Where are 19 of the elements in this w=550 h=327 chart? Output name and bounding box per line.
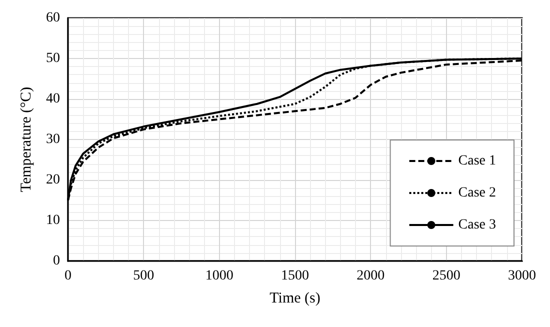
legend-label: Case 3 — [458, 218, 496, 232]
y-tick-label: 10 — [46, 213, 60, 228]
y-axis-title: Temperature (°C) — [18, 86, 34, 192]
x-tick-label: 2500 — [432, 268, 460, 284]
y-tick-label: 40 — [46, 92, 60, 106]
y-tick-label: 30 — [46, 132, 60, 147]
legend-label: Case 2 — [458, 186, 496, 200]
legend-label: Case 1 — [458, 154, 496, 168]
x-tick-label: 0 — [64, 268, 72, 284]
y-tick-label: 50 — [46, 51, 60, 66]
x-tick-label: 1500 — [281, 268, 309, 284]
y-tick-label: 60 — [46, 10, 60, 26]
x-tick-label: 2000 — [356, 268, 385, 284]
y-tick-label: 20 — [46, 172, 60, 188]
x-tick-label: 500 — [133, 268, 154, 284]
x-tick-label: 1000 — [205, 268, 234, 284]
x-tick-label: 3000 — [508, 268, 536, 284]
y-tick-label: 0 — [53, 254, 60, 268]
x-axis-title: Time (s) — [270, 290, 320, 306]
